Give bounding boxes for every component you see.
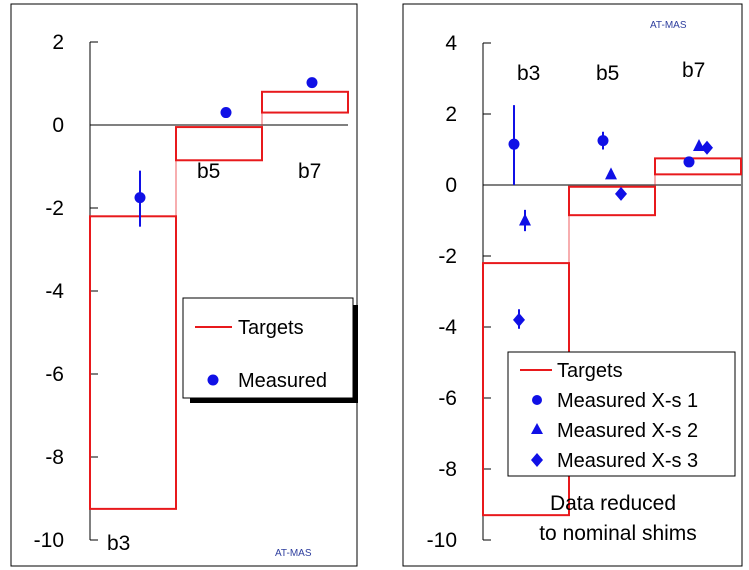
left-target-box-b7	[261, 90, 349, 114]
left-point-circle-b5	[220, 107, 232, 119]
right-annotation-line2: to nominal shims	[539, 522, 697, 545]
left-y-tick-label: 0	[52, 114, 64, 137]
right-point-diamond-b3	[513, 312, 525, 327]
right-legend-circle-swatch	[532, 395, 542, 405]
right-legend-triangle-swatch	[531, 423, 543, 434]
left-legend-measured-swatch	[207, 374, 219, 386]
left-target-box-b3	[89, 215, 177, 510]
left-y-tick-label: -6	[45, 363, 64, 386]
left-category-label-b3: b3	[107, 532, 130, 555]
right-point-circle-b7	[683, 156, 695, 168]
right-legend-series1-label: Measured X-s 1	[557, 390, 698, 412]
right-target-box-b5	[568, 185, 656, 217]
left-chart: 2 0 -2 -4 -6 -8 -10 b3 b5 b7 AT-MAS Targets Me…	[10, 3, 358, 567]
right-chart: 4 2 0 -2 -4 -6 -8 -10 b3 b5 b7 AT-MAS Targets M…	[402, 3, 743, 567]
left-category-label-b7: b7	[298, 160, 321, 183]
right-legend-series2-label: Measured X-s 2	[557, 420, 698, 442]
left-y-tick-label: -2	[45, 197, 64, 220]
right-y-tick-label: 2	[445, 103, 457, 126]
right-y-tick-label: -2	[438, 245, 457, 268]
right-point-triangle-b5	[605, 167, 617, 180]
right-legend-diamond-swatch	[531, 453, 543, 467]
right-point-triangle-b3	[519, 213, 531, 226]
left-y-tick-label: -8	[45, 446, 64, 469]
right-legend-targets-label: Targets	[557, 360, 623, 382]
right-y-tick-label: 4	[445, 32, 457, 55]
right-annotation-line1: Data reduced	[550, 492, 676, 515]
right-legend-series3-label: Measured X-s 3	[557, 450, 698, 472]
right-y-tick-label: -6	[438, 387, 457, 410]
right-y-tick-label: -8	[438, 458, 457, 481]
right-category-label-b7: b7	[682, 59, 705, 82]
left-target-box-b5	[175, 126, 263, 162]
left-legend-measured-label: Measured	[238, 370, 327, 392]
right-point-diamond-b7	[701, 140, 713, 155]
right-legend	[507, 351, 736, 477]
right-category-label-b3: b3	[517, 62, 540, 85]
right-category-label-b5: b5	[596, 62, 619, 85]
right-y-tick-label: -10	[427, 529, 457, 552]
left-legend-targets-label: Targets	[238, 317, 304, 339]
left-point-circle-b7	[306, 77, 318, 89]
left-y-tick-label: -4	[45, 280, 64, 303]
left-category-label-b5: b5	[197, 160, 220, 183]
right-target-box-b7	[654, 157, 742, 176]
right-point-circle-b5	[597, 135, 609, 147]
right-y-tick-label: 0	[445, 174, 457, 197]
right-chart-border	[402, 3, 743, 567]
right-watermark: AT-MAS	[650, 20, 687, 31]
left-watermark: AT-MAS	[275, 548, 312, 559]
right-point-diamond-b5	[615, 186, 627, 201]
left-point-circle-b3	[134, 192, 146, 204]
left-y-tick-label: -10	[34, 529, 64, 552]
right-y-tick-label: -4	[438, 316, 457, 339]
right-point-circle-b3	[508, 138, 520, 150]
left-chart-border	[10, 3, 358, 567]
left-y-tick-label: 2	[52, 31, 64, 54]
